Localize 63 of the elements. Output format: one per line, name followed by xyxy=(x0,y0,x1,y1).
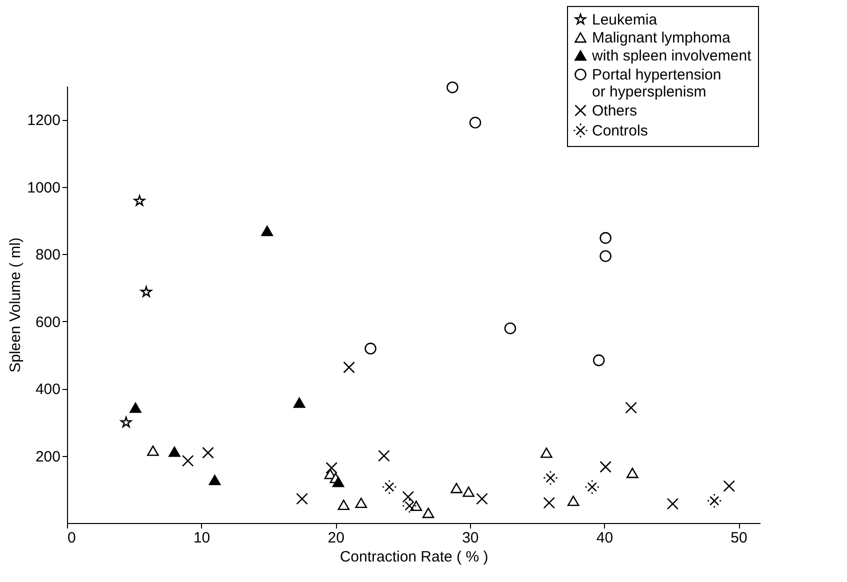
point xyxy=(706,493,722,508)
y-tick-label: 1200 xyxy=(27,112,60,130)
y-tick-label: 200 xyxy=(35,448,60,466)
point xyxy=(626,468,638,478)
x-tick-label: 20 xyxy=(328,530,344,546)
point xyxy=(540,448,552,458)
point xyxy=(382,480,397,494)
x-tick-label: 0 xyxy=(68,530,76,546)
x-axis-title: Contraction Rate ( % ) xyxy=(340,548,488,566)
point xyxy=(543,496,556,509)
point xyxy=(600,460,612,473)
point xyxy=(469,116,482,129)
point xyxy=(504,322,516,334)
point xyxy=(476,492,488,505)
point xyxy=(296,492,308,505)
point xyxy=(261,226,274,236)
point xyxy=(592,354,605,366)
legend-label: Leukemia xyxy=(592,12,658,28)
point xyxy=(600,232,612,244)
point xyxy=(666,498,679,510)
point xyxy=(208,474,221,486)
point xyxy=(326,462,338,474)
point xyxy=(567,496,580,506)
point xyxy=(332,476,344,488)
point xyxy=(543,470,558,486)
x-tick-label: 10 xyxy=(193,530,210,546)
point xyxy=(584,480,600,494)
point xyxy=(402,498,417,514)
point xyxy=(182,454,194,467)
point xyxy=(147,446,159,456)
point xyxy=(625,402,637,414)
y-tick-label: 800 xyxy=(35,246,60,264)
y-tick-label: 600 xyxy=(35,314,60,331)
x-tick-label: 50 xyxy=(730,530,748,546)
point xyxy=(343,361,355,374)
point xyxy=(338,500,350,510)
y-axis-title: Spleen Volume ( ml) xyxy=(7,237,24,373)
point xyxy=(140,286,152,297)
point xyxy=(446,81,458,94)
legend-label: Others xyxy=(592,102,638,120)
legend-label: with spleen involvement xyxy=(591,48,752,64)
point xyxy=(168,446,180,457)
point xyxy=(450,482,462,494)
point xyxy=(402,490,414,503)
point xyxy=(293,397,306,408)
x-tick-label: 30 xyxy=(462,530,479,546)
point xyxy=(422,508,434,518)
point xyxy=(462,486,474,497)
point xyxy=(723,480,736,492)
point xyxy=(378,450,390,462)
point xyxy=(355,498,368,508)
point xyxy=(202,446,214,459)
point xyxy=(134,195,146,206)
y-tick-label: 1000 xyxy=(27,179,60,196)
point xyxy=(130,402,142,413)
legend-label: Portal hypertension or hypersplenism xyxy=(592,66,722,100)
point xyxy=(120,416,132,428)
x-tick-label: 40 xyxy=(596,530,614,546)
point xyxy=(364,342,376,354)
point xyxy=(600,250,612,262)
legend-label: Malignant lymphoma xyxy=(592,30,732,46)
legend-label: Controls xyxy=(592,122,648,140)
y-tick-label: 400 xyxy=(35,381,60,398)
